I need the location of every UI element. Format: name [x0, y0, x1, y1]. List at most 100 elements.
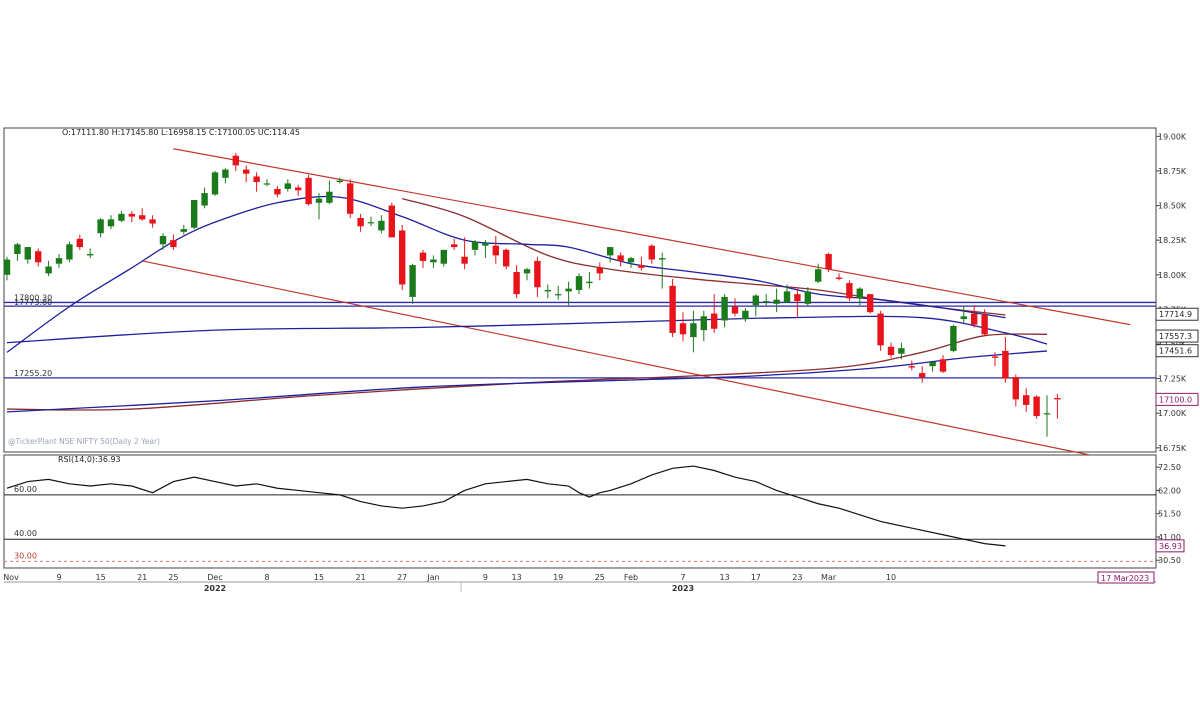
x-tick-label: Dec	[207, 573, 222, 582]
candle-body	[1012, 377, 1019, 400]
candle-body	[513, 272, 520, 295]
rsi-level-label: 60.00	[14, 485, 37, 494]
channel-line	[142, 260, 1089, 456]
y-tick-label: 17.00K	[1158, 409, 1187, 418]
candle-body	[409, 265, 416, 297]
candle-body	[846, 283, 853, 299]
candle-body	[575, 276, 583, 290]
rsi-value-tag-label: 36.93	[1159, 542, 1182, 551]
y-tick-label: 17.25K	[1158, 375, 1187, 384]
candle-body	[503, 249, 510, 267]
candle-body	[388, 205, 395, 238]
rsi-level-label: 30.00	[14, 551, 37, 560]
candle-body	[773, 299, 780, 304]
candle-body	[45, 266, 52, 274]
candle-body	[586, 281, 593, 284]
candle-body	[471, 241, 479, 250]
rsi-tick-label: 30.50	[1158, 556, 1181, 565]
x-tick-label: 13	[512, 573, 522, 582]
value-tag-box	[1155, 307, 1199, 321]
rsi-value-tag-box	[1155, 539, 1185, 553]
candle-body	[97, 219, 104, 234]
candle-body	[700, 316, 707, 331]
candle-body	[939, 359, 947, 372]
rsi-tick-label: 51.50	[1158, 510, 1181, 519]
candle-body	[159, 236, 167, 245]
x-tick-label: 21	[137, 573, 147, 582]
x-tick-label: 8	[264, 573, 269, 582]
candle-body	[1033, 396, 1040, 416]
x-tick-label: 9	[483, 573, 488, 582]
candle-body	[482, 242, 489, 246]
candle-body	[908, 366, 915, 368]
candle-body	[180, 229, 187, 232]
candle-body	[378, 220, 385, 231]
candle-body	[617, 255, 624, 261]
x-tick-label: Jan	[426, 573, 439, 582]
y-tick-label: 19.00K	[1158, 132, 1187, 141]
candle-body	[284, 183, 291, 189]
candle-body	[669, 285, 676, 333]
candle-body	[752, 295, 759, 306]
x-tick-label: 15	[96, 573, 106, 582]
moving-average-line	[6, 315, 1048, 345]
candle-body	[815, 269, 822, 282]
candle-body	[149, 219, 156, 224]
trend-channel	[142, 148, 1131, 456]
value-tags: 17714.9 17557.3 17451.6 17100.0	[1155, 307, 1199, 406]
candle-body	[128, 213, 135, 217]
date-tag-label: 17 Mar2023	[1101, 574, 1149, 583]
candle-body	[679, 323, 687, 335]
candle-body	[430, 259, 437, 263]
candle-body	[607, 247, 614, 256]
candle-body	[399, 230, 406, 285]
rsi-tick-label: 41.00	[1158, 533, 1181, 542]
candle-body	[648, 245, 655, 260]
y-tick-label: 18.00K	[1158, 271, 1187, 280]
x-tick-label: 27	[397, 573, 407, 582]
value-tag-box	[1155, 329, 1199, 343]
candle-body	[253, 176, 260, 182]
value-tag-label: 17557.3	[1159, 332, 1192, 341]
y-tick-label: 18.75K	[1158, 167, 1187, 176]
candle-body	[971, 313, 978, 325]
candle-body	[981, 314, 988, 335]
candle-body	[731, 306, 739, 314]
candle-body	[596, 267, 603, 274]
candle-body	[24, 247, 31, 260]
candle-body	[440, 249, 447, 264]
candle-body	[263, 183, 271, 185]
x-tick-label: Mar	[821, 573, 837, 582]
y-tick-label: 18.50K	[1158, 202, 1187, 211]
candle-body	[118, 213, 125, 221]
candle-body	[711, 313, 718, 329]
x-tick-label: 17	[751, 573, 761, 582]
level-label: 17773.80	[14, 298, 52, 307]
x-tick-label: 13	[720, 573, 730, 582]
candle-body	[825, 254, 832, 270]
x-tick-label: Feb	[624, 573, 638, 582]
candle-body	[950, 326, 957, 351]
candle-body	[274, 188, 281, 195]
candle-body	[107, 219, 115, 227]
candle-body	[804, 291, 811, 304]
candle-body	[835, 277, 843, 279]
candle-body	[336, 180, 343, 182]
candle-body	[211, 172, 219, 195]
candle-body	[867, 294, 874, 313]
value-tag-label: 17714.9	[1159, 310, 1192, 319]
x-tick-label: Nov	[3, 573, 19, 582]
candle-body	[451, 244, 458, 248]
candle-body	[627, 258, 635, 263]
candle-body	[76, 238, 83, 248]
candle-body	[139, 215, 146, 220]
x-tick-label: 10	[886, 573, 896, 582]
level-label: 17255.20	[14, 369, 52, 378]
value-tag-box	[1155, 344, 1199, 358]
x-tick-label: 25	[595, 573, 605, 582]
y-tick-label: 16.75K	[1158, 444, 1187, 453]
rsi-header: RSI(14,0):36.93	[58, 455, 121, 464]
candle-body	[170, 240, 177, 248]
